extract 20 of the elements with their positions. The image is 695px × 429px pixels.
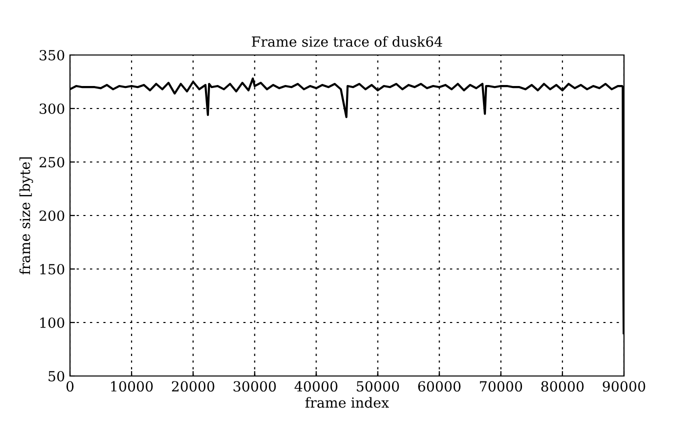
x-tick-label: 0: [66, 381, 74, 392]
x-tick-label: 90000: [602, 381, 646, 392]
y-tick-label: 100: [40, 317, 64, 328]
x-tick-label: 70000: [480, 381, 522, 392]
y-tick-label: 300: [40, 103, 64, 114]
x-tick-label: 20000: [172, 381, 214, 392]
y-axis-title: frame size [byte]: [19, 157, 34, 274]
chart-title: Frame size trace of dusk64: [252, 36, 442, 47]
x-tick-label: 10000: [111, 381, 153, 392]
y-tick-label: 350: [40, 50, 64, 60]
x-tick-label: 80000: [541, 381, 584, 392]
x-axis-title: frame index: [305, 397, 389, 408]
x-tick-label: 40000: [294, 381, 338, 392]
y-tick-label: 150: [40, 264, 64, 274]
y-tick-label: 200: [40, 210, 64, 221]
x-tick-label: 30000: [234, 381, 276, 392]
y-tick-label: 250: [40, 156, 64, 168]
x-tick-label: 50000: [356, 381, 399, 392]
x-tick-label: 60000: [418, 381, 460, 392]
y-tick-label: 50: [48, 370, 64, 382]
